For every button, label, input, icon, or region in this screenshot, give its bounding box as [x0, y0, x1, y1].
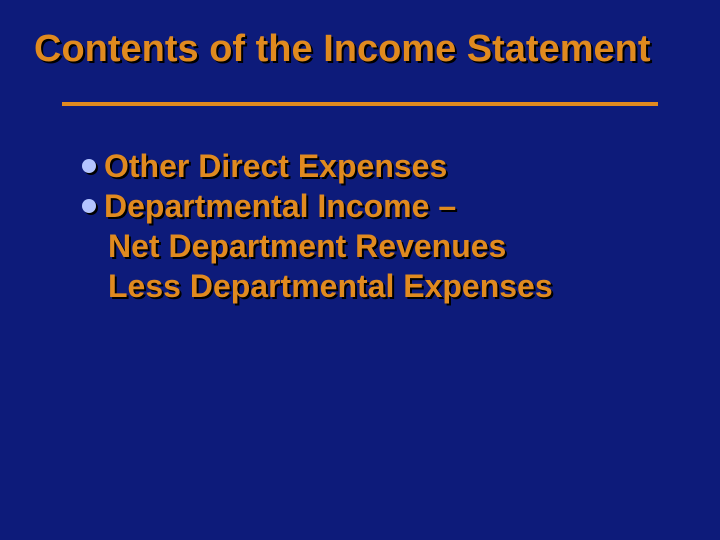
body-line-text: Departmental Income –	[82, 186, 553, 226]
slide: Contents of the Income Statement Content…	[0, 0, 720, 540]
body-line: Net Department RevenuesNet Department Re…	[82, 226, 553, 266]
slide-body: Other Direct ExpensesOther Direct Expens…	[82, 146, 553, 306]
body-line: Other Direct ExpensesOther Direct Expens…	[82, 146, 553, 186]
body-line-text: Other Direct Expenses	[82, 146, 553, 186]
body-text-span: Net Department Revenues	[108, 228, 506, 264]
title-divider	[62, 102, 658, 106]
bullet-icon	[82, 159, 96, 173]
body-line: Departmental Income –Departmental Income…	[82, 186, 553, 226]
body-line-text: Less Departmental Expenses	[82, 266, 553, 306]
body-text-span: Less Departmental Expenses	[108, 268, 553, 304]
slide-title: Contents of the Income Statement	[34, 28, 651, 71]
body-line: Less Departmental ExpensesLess Departmen…	[82, 266, 553, 306]
body-text-span: Other Direct Expenses	[104, 148, 447, 184]
bullet-icon	[82, 199, 96, 213]
body-text-span: Departmental Income –	[104, 188, 456, 224]
body-line-text: Net Department Revenues	[82, 226, 553, 266]
